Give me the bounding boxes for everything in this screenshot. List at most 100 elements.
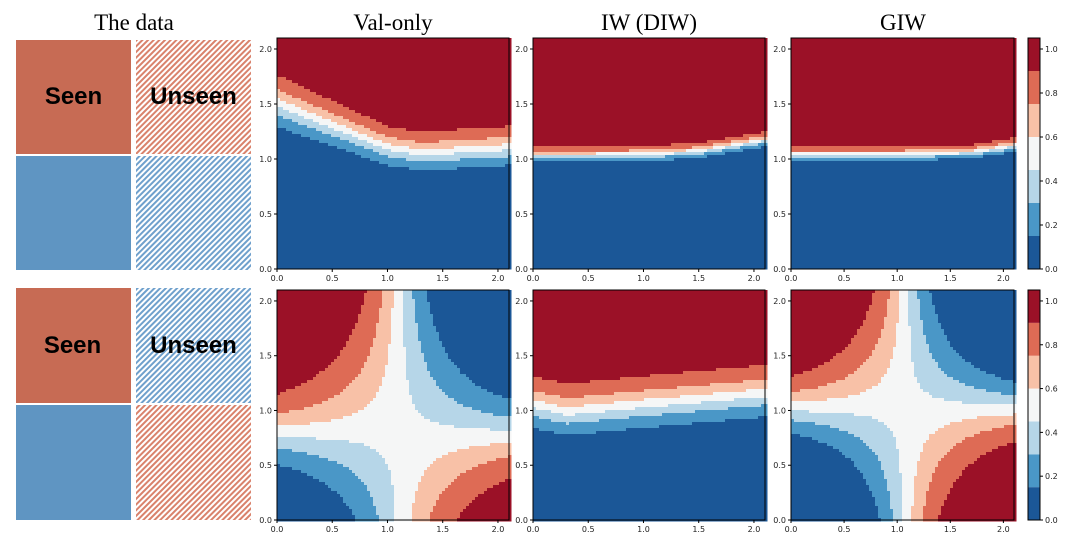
contour-cell (421, 203, 425, 207)
contour-cell (376, 95, 380, 99)
contour-cell (313, 125, 317, 129)
contour-cell (358, 200, 362, 204)
contour-cell (364, 119, 368, 123)
contour-cell (418, 50, 422, 54)
contour-cell (409, 71, 413, 75)
contour-cell (436, 224, 440, 228)
contour-cell (394, 182, 398, 186)
contour-cell (325, 176, 329, 180)
contour-cell (358, 218, 362, 222)
contour-cell (424, 197, 428, 201)
contour-cell (385, 149, 389, 153)
contour-cell (295, 50, 299, 54)
contour-cell (280, 110, 284, 114)
contour-cell (421, 149, 425, 153)
contour-cell (436, 98, 440, 102)
contour-cell (478, 113, 482, 117)
contour-cell (301, 179, 305, 183)
contour-cell (337, 59, 341, 63)
contour-cell (298, 155, 302, 159)
contour-cell (379, 71, 383, 75)
contour-cell (298, 140, 302, 144)
contour-cell (424, 200, 428, 204)
contour-cell (403, 56, 407, 60)
contour-cell (505, 155, 509, 159)
contour-cell (397, 218, 401, 222)
contour-cell (406, 53, 410, 57)
contour-cell (349, 44, 353, 48)
contour-cell (283, 164, 287, 168)
contour-cell (451, 197, 455, 201)
contour-cell (316, 170, 320, 174)
contour-cell (337, 179, 341, 183)
contour-cell (346, 116, 350, 120)
contour-cell (406, 182, 410, 186)
contour-cell (367, 131, 371, 135)
contour-cell (280, 221, 284, 225)
contour-cell (364, 98, 368, 102)
contour-cell (457, 212, 461, 216)
contour-cell (439, 176, 443, 180)
contour-cell (361, 215, 365, 219)
contour-cell (415, 77, 419, 81)
contour-cell (439, 149, 443, 153)
contour-cell (454, 227, 458, 231)
contour-cell (427, 155, 431, 159)
contour-cell (499, 59, 503, 63)
contour-cell (313, 170, 317, 174)
contour-cell (490, 98, 494, 102)
contour-cell (373, 104, 377, 108)
contour-cell (325, 38, 329, 42)
contour-cell (352, 68, 356, 72)
contour-cell (418, 53, 422, 57)
contour-cell (406, 38, 410, 42)
contour-cell (469, 56, 473, 60)
contour-cell (319, 164, 323, 168)
contour-cell (403, 212, 407, 216)
contour-cell (295, 203, 299, 207)
contour-cell (286, 194, 290, 198)
contour-cell (358, 137, 362, 141)
contour-cell (313, 206, 317, 210)
contour-cell (409, 74, 413, 78)
contour-cell (325, 128, 329, 132)
contour-cell (409, 146, 413, 150)
contour-cell (463, 59, 467, 63)
contour-cell (361, 98, 365, 102)
contour-cell (391, 212, 395, 216)
contour-cell (388, 203, 392, 207)
seen-top-block (16, 40, 131, 154)
contour-cell (292, 212, 296, 216)
contour-cell (388, 110, 392, 114)
contour-cell (439, 86, 443, 90)
contour-cell (343, 167, 347, 171)
contour-cell (454, 143, 458, 147)
contour-cell (328, 125, 332, 129)
contour-cell (388, 155, 392, 159)
contour-cell (448, 65, 452, 69)
contour-cell (328, 191, 332, 195)
contour-cell (478, 116, 482, 120)
contour-cell (448, 80, 452, 84)
contour-cell (478, 53, 482, 57)
contour-cell (370, 113, 374, 117)
contour-cell (451, 38, 455, 42)
contour-cell (346, 185, 350, 189)
contour-cell (448, 41, 452, 45)
contour-cell (427, 188, 431, 192)
contour-cell (310, 71, 314, 75)
contour-cell (418, 101, 422, 105)
contour-cell (349, 209, 353, 213)
contour-cell (361, 221, 365, 225)
contour-cell (283, 173, 287, 177)
contour-cell (481, 146, 485, 150)
contour-cell (289, 182, 293, 186)
contour-cell (427, 152, 431, 156)
contour-cell (307, 62, 311, 66)
contour-cell (502, 62, 506, 66)
contour-cell (352, 176, 356, 180)
contour-cell (472, 41, 476, 45)
contour-cell (340, 122, 344, 126)
contour-cell (436, 77, 440, 81)
